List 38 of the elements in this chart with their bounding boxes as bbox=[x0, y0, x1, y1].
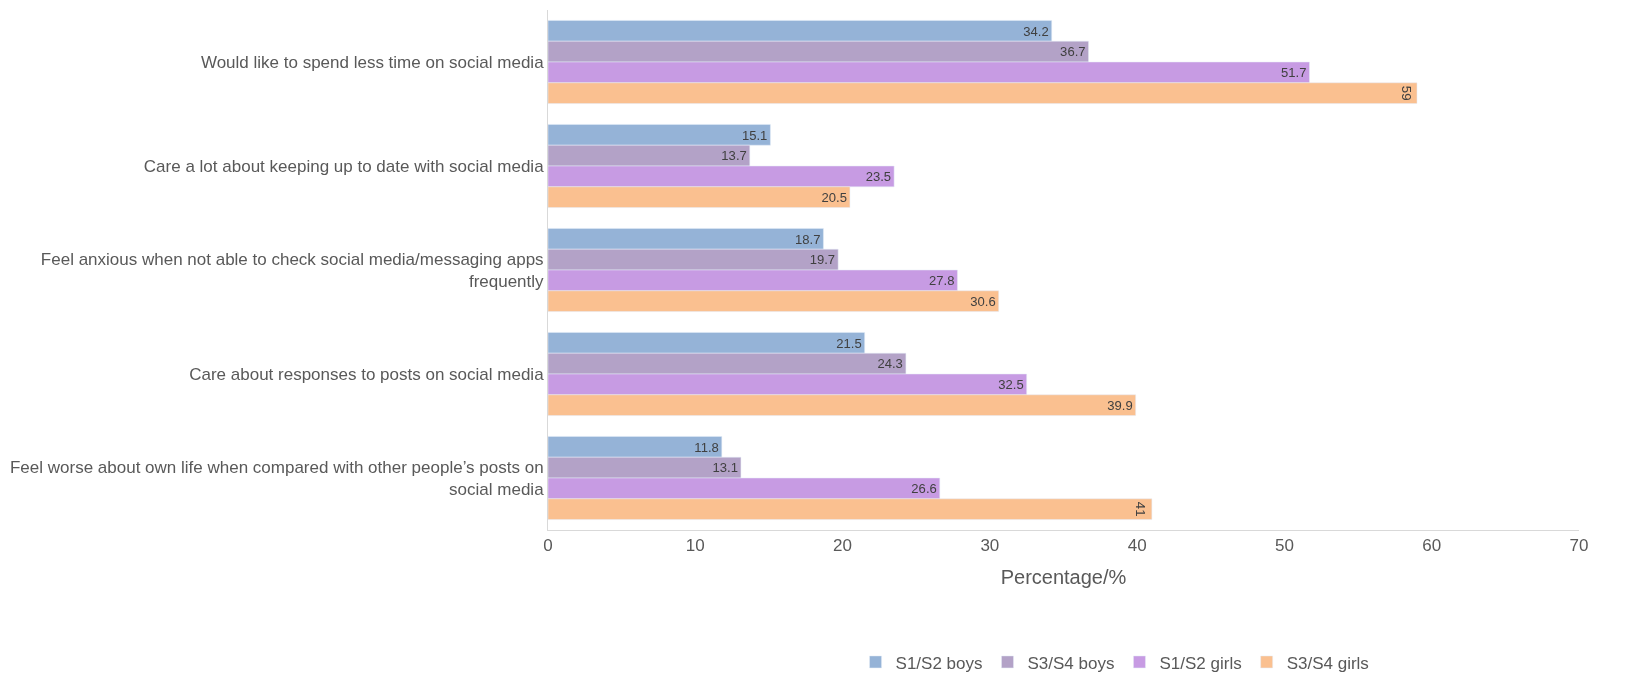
data-label: 27.8 bbox=[929, 273, 955, 289]
data-label: 34.2 bbox=[1023, 23, 1049, 39]
data-label: 15.1 bbox=[741, 127, 768, 143]
y-tick-label: Care about responses to posts on social media bbox=[189, 364, 545, 384]
data-label: 23.5 bbox=[865, 169, 892, 185]
x-tick-label: 70 bbox=[1569, 536, 1589, 556]
data-label: 21.5 bbox=[836, 335, 862, 351]
x-axis-title: Percentage/% bbox=[1000, 565, 1127, 588]
legend-label: S1/S2 girls bbox=[1159, 653, 1242, 673]
data-label: 13.7 bbox=[721, 148, 747, 164]
x-tick-label: 30 bbox=[980, 536, 1000, 556]
data-label: 36.7 bbox=[1060, 44, 1086, 60]
x-tick-label: 0 bbox=[543, 536, 553, 556]
x-tick-label: 60 bbox=[1422, 536, 1442, 556]
data-label: 41 bbox=[1133, 501, 1149, 517]
data-label: 20.5 bbox=[821, 189, 847, 205]
data-label: 26.6 bbox=[911, 481, 937, 497]
data-label: 19.7 bbox=[809, 252, 836, 268]
data-label: 11.8 bbox=[694, 439, 719, 455]
x-tick-label: 10 bbox=[685, 536, 705, 556]
y-tick-label: Would like to spend less time on social media bbox=[200, 52, 545, 72]
data-label: 13.1 bbox=[712, 460, 738, 476]
y-tick-label: Care a lot about keeping up to date with social media bbox=[143, 156, 545, 176]
data-label: 39.9 bbox=[1107, 397, 1133, 413]
legend-label: S3/S4 boys bbox=[1027, 653, 1115, 673]
x-tick-label: 40 bbox=[1127, 536, 1147, 556]
data-label: 32.5 bbox=[998, 377, 1024, 393]
data-label: 59 bbox=[1398, 85, 1414, 101]
data-label: 30.6 bbox=[970, 293, 996, 309]
legend-label: S1/S2 boys bbox=[895, 653, 983, 673]
x-tick-label: 50 bbox=[1274, 536, 1294, 556]
y-tick-label: Feel worse about own life when compared with other people’s posts on social media bbox=[9, 457, 545, 499]
data-label: 18.7 bbox=[795, 231, 821, 247]
data-label: 24.3 bbox=[877, 356, 903, 372]
x-tick-label: 20 bbox=[833, 536, 853, 556]
legend-label: S3/S4 girls bbox=[1286, 653, 1369, 673]
y-tick-label: Feel anxious when not able to check social media/messaging apps frequently bbox=[40, 249, 545, 291]
data-label: 51.7 bbox=[1281, 65, 1307, 81]
